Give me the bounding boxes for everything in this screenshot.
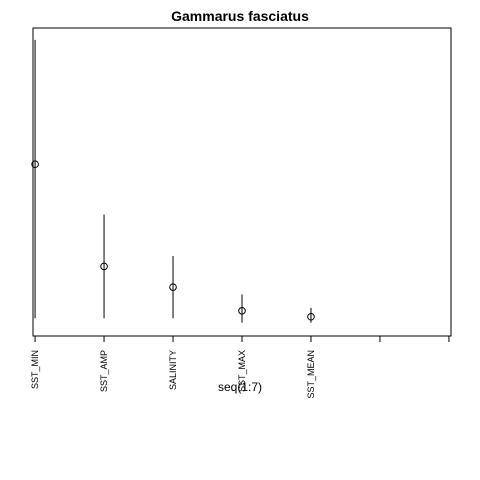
x-tick-label: SALINITY [168,350,178,390]
data-point [238,307,246,315]
x-tick-label: SST_AMP [99,350,109,392]
x-axis-label: seq(1:7) [218,380,262,394]
x-tick-label: SST_MAX [237,350,247,392]
plot-frame [32,27,452,337]
chart-title: Gammarus fasciatus [171,8,309,24]
data-point [31,160,39,169]
data-point [307,312,315,321]
data-point [100,262,108,271]
x-tick-label: SST_MIN [30,350,40,389]
data-series [31,39,315,323]
x-axis: SST_MIN SST_AMP SALINITY SST_MAX SST_MEAN [30,336,450,399]
data-point [169,283,177,291]
x-tick-label: SST_MEAN [306,350,316,399]
